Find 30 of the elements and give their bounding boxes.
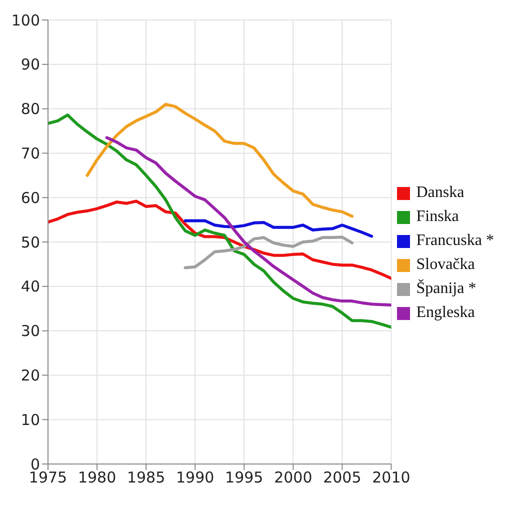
x-tick-label: 2005 xyxy=(323,468,362,487)
legend-label: Slovačka xyxy=(416,255,475,275)
y-tick-label: 40 xyxy=(20,278,40,296)
x-tick-label: 1980 xyxy=(78,468,116,487)
y-tick-label: 30 xyxy=(20,322,40,340)
y-tick-label: 80 xyxy=(20,100,40,118)
legend-label: Španija * xyxy=(416,278,476,299)
y-tick-label: 50 xyxy=(20,233,40,252)
x-tick-label: 2000 xyxy=(274,468,312,487)
y-tick-label: 20 xyxy=(20,366,40,385)
x-tick-label: 1985 xyxy=(126,468,166,487)
line-series xyxy=(86,102,354,218)
x-tick-label: 1995 xyxy=(225,468,264,487)
x-tick-label: 2010 xyxy=(372,468,410,487)
y-tick-label: 60 xyxy=(20,188,40,207)
legend-label: Francuska * xyxy=(416,231,494,251)
line-series xyxy=(48,200,392,280)
y-tick-label: 70 xyxy=(20,144,40,163)
x-tick-label: 1975 xyxy=(28,468,68,487)
line-series xyxy=(48,114,392,329)
legend-label: Engleska xyxy=(416,303,475,323)
line-series xyxy=(184,219,374,238)
line-series xyxy=(184,236,354,270)
legend-label: Danska xyxy=(416,183,464,203)
y-tick-label: 100 xyxy=(11,11,40,30)
x-tick-label: 1990 xyxy=(176,468,214,487)
line-series xyxy=(105,136,392,307)
y-tick-label: 10 xyxy=(20,410,40,429)
y-tick-label: 90 xyxy=(20,56,40,74)
legend-label: Finska xyxy=(416,207,459,227)
